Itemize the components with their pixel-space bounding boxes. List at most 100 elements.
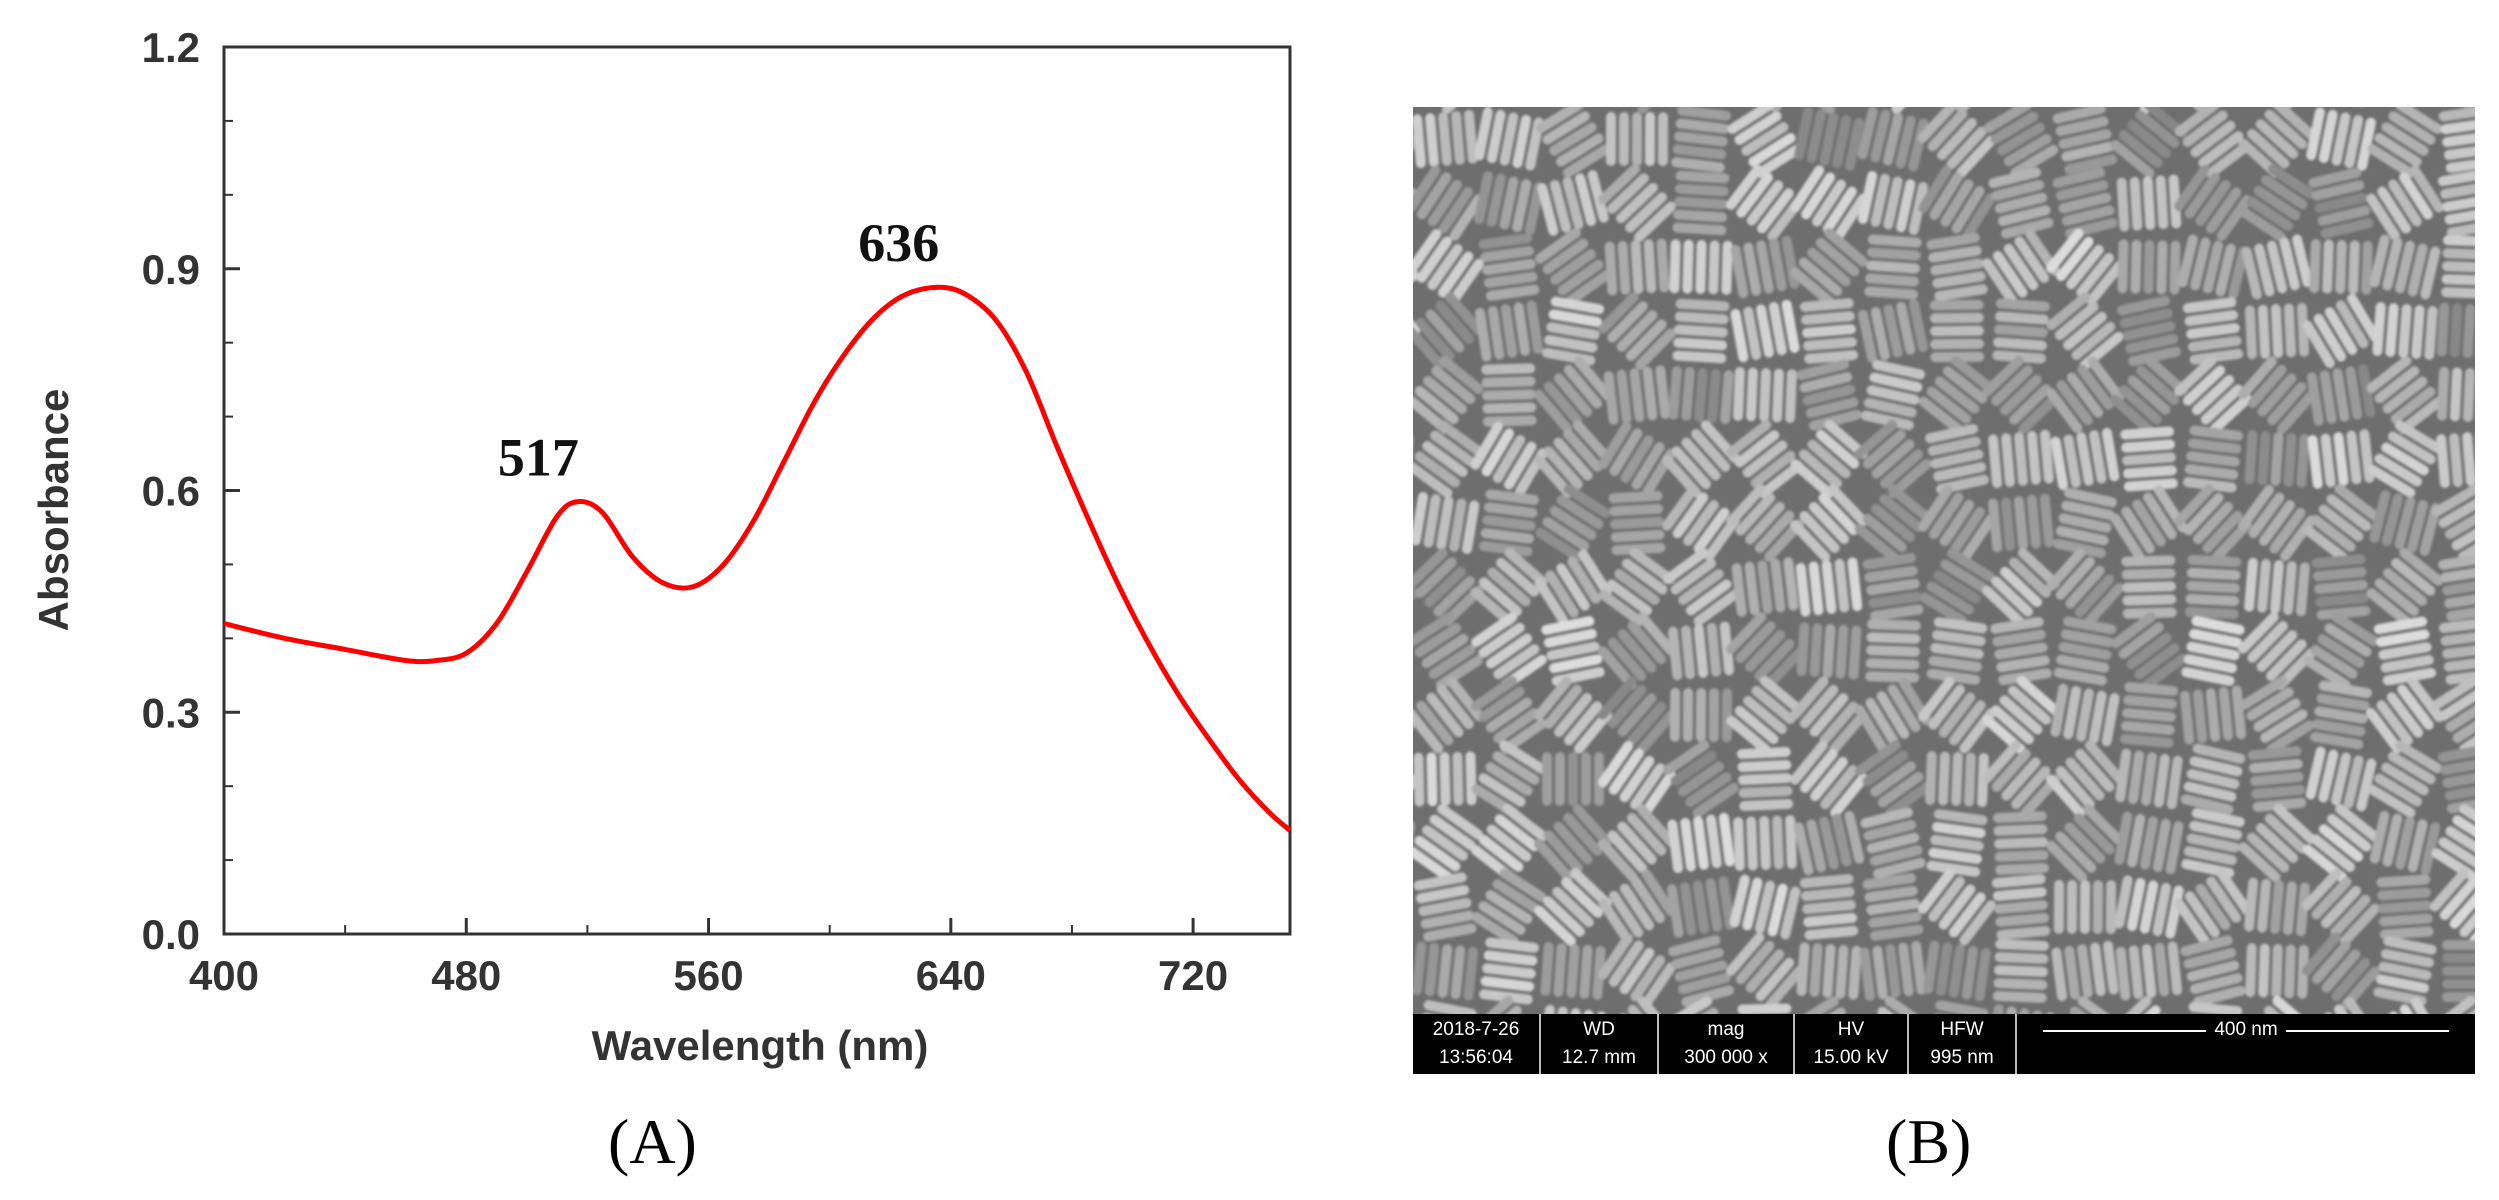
nanorod-cluster <box>1470 547 1548 627</box>
nanorod <box>1449 194 1484 241</box>
nanorod <box>1734 430 1780 468</box>
nanorod-cluster <box>2114 875 2184 939</box>
nanorod <box>2139 880 2159 934</box>
nanorod <box>2077 364 2114 410</box>
nanorod <box>2382 667 2437 686</box>
nanorod <box>1546 322 1600 340</box>
nanorod <box>2045 774 2086 818</box>
nanorod <box>2182 297 2237 314</box>
nanorod <box>2377 186 2411 234</box>
nanorod <box>2256 630 2298 672</box>
nanorod-cluster <box>1917 868 1997 946</box>
nanorod <box>2449 433 2463 488</box>
nanorod <box>2165 821 2184 875</box>
nanorod <box>2367 144 2415 178</box>
nanorod <box>2216 194 2252 241</box>
nanorod <box>2312 567 2367 582</box>
nanorod-cluster <box>1796 359 1862 431</box>
y-axis-label: Absorbance <box>30 389 77 632</box>
nanorod <box>1799 298 1854 312</box>
nanorod <box>2192 689 2208 744</box>
nanorod-cluster <box>1865 619 1921 683</box>
nanorod <box>2122 581 2176 593</box>
nanorod-cluster <box>1605 111 1669 167</box>
nanorod <box>2255 119 2299 159</box>
nanorod <box>2438 687 2475 721</box>
nanorod <box>1802 324 1856 338</box>
nanorod <box>1866 898 1920 916</box>
nanorod <box>1725 932 1765 976</box>
nanorod <box>2303 656 2351 690</box>
nanorod <box>2115 748 2132 803</box>
nanorod <box>1860 410 1914 431</box>
nanorod-cluster <box>2367 740 2443 818</box>
nanorod <box>1674 960 1728 982</box>
nanorod <box>1413 846 1453 882</box>
nanorod <box>1637 710 1677 754</box>
nanorod-cluster <box>2308 167 2374 239</box>
nanorod <box>2050 436 2069 491</box>
nanorod <box>1598 898 1633 945</box>
nanorod-cluster <box>2244 557 2310 617</box>
nanorod <box>2398 397 2444 435</box>
nanorod <box>2438 837 2475 871</box>
nanorod <box>2141 944 2157 998</box>
nanorod <box>1671 446 1711 490</box>
nanorod-cluster <box>2050 427 2120 491</box>
nanorod <box>1869 924 1924 941</box>
nanorod <box>2084 582 2125 626</box>
nanorod-cluster <box>2181 616 2245 686</box>
nanorod <box>2135 109 2180 148</box>
nanorod <box>1674 324 1728 338</box>
nanorod <box>1484 271 1538 288</box>
nanorod <box>1731 563 1747 617</box>
nanorod <box>1425 309 1465 353</box>
nanorod <box>2246 128 2290 169</box>
nanorod <box>2316 693 2370 711</box>
nanorod <box>2000 497 2016 552</box>
nanorod <box>1866 578 1920 596</box>
nanorod <box>1512 114 1532 169</box>
nanorod <box>2266 240 2288 294</box>
nanorod-cluster <box>1598 163 1676 243</box>
nanorod <box>1940 559 1988 593</box>
nanorod <box>2058 192 2112 214</box>
nanorod-cluster <box>1470 803 1548 883</box>
nanorod <box>2115 946 2131 1001</box>
nanorod-cluster <box>2177 234 2249 300</box>
nanorod <box>1605 111 1617 166</box>
nanorod <box>1415 885 1470 904</box>
nanorod <box>2086 261 2125 306</box>
nanorod <box>1413 708 1444 754</box>
nanorod <box>2000 217 2054 239</box>
nanorod <box>1413 872 1467 891</box>
nanorod <box>1757 188 1794 234</box>
nanorod <box>1811 179 1847 227</box>
nanorod <box>1492 435 1526 483</box>
nanorod <box>2184 310 2239 327</box>
nanorod <box>1756 304 1774 358</box>
nanorod <box>2320 885 2362 929</box>
nanorod-cluster <box>2174 355 2252 435</box>
nanorod <box>2101 693 2120 747</box>
nanorod <box>1610 516 1664 530</box>
nanorod <box>2259 500 2295 546</box>
nanorod <box>1746 180 1784 226</box>
sem-hv-label: HV <box>1837 1019 1865 1040</box>
nanorod <box>1745 501 1785 545</box>
nanorod-cluster <box>1918 485 1996 561</box>
nanorod <box>2424 306 2438 360</box>
nanorod <box>1553 943 1567 997</box>
nanorod-cluster <box>2069 996 2124 1014</box>
nanorod <box>2395 107 2443 134</box>
nanorod <box>1988 434 2003 489</box>
nanorod <box>1798 257 1843 297</box>
nanorod <box>1866 832 1920 854</box>
nanorod <box>2295 882 2310 937</box>
nanorod <box>1675 298 1730 312</box>
nanorod <box>2314 579 2368 595</box>
nanorod-cluster <box>1983 107 2059 178</box>
nanorod <box>2127 813 2146 868</box>
nanorod <box>2084 740 2125 784</box>
nanorod <box>1635 328 1676 370</box>
